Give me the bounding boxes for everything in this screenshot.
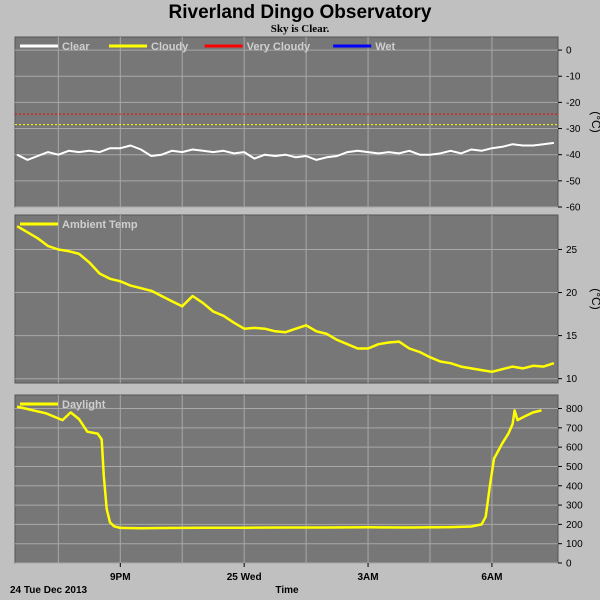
panel-ambient: 25 20 15 10 (°C) Ambient Temp [14,214,600,385]
y-tick-label: 600 [566,443,583,454]
page-title: Riverland Dingo Observatory [169,2,432,23]
y-axis-unit: (°C) [589,288,600,309]
x-axis-title: Time [275,585,299,596]
y-tick-label: 15 [566,331,578,342]
y-tick-label: -50 [566,176,581,187]
legend-label: Wet [375,41,395,53]
y-tick-label: -40 [566,150,581,161]
series-line [16,405,542,530]
page-subtitle: Sky is Clear. [271,23,330,35]
series-line [16,225,555,374]
legend-label: Clear [62,41,90,53]
y-tick-label: 0 [566,559,572,570]
y-tick-label: 0 [566,46,572,57]
y-tick-label: -60 [566,203,581,214]
y-tick-label: 300 [566,501,583,512]
y-tick-label: -30 [566,124,581,135]
panel-ambient-bg [14,214,559,384]
series-line [16,141,555,161]
x-tick-label: 9PM [110,572,131,583]
legend-label: Cloudy [151,41,189,53]
y-tick-label: 500 [566,462,583,473]
y-tick-label: 200 [566,520,583,531]
x-tick-label: 3AM [357,572,378,583]
y-tick-label: -20 [566,98,581,109]
panel-sky-bg [14,36,559,208]
y-tick-label: 100 [566,539,583,550]
date-label: 24 Tue Dec 2013 [10,585,88,596]
y-tick-label: 25 [566,245,578,256]
panel-daylight: 800 700 600 500 400 300 200 100 0 Daylight [14,394,583,570]
legend-label: Very Cloudy [247,41,311,53]
y-tick-label: 20 [566,288,578,299]
panels: 0 -10 -20 -30 -40 -50 -60 (°C) Clear Cloudy Very C… [14,36,600,570]
y-tick-label: 10 [566,374,578,385]
y-tick-label: 400 [566,481,583,492]
panel-daylight-bg [14,394,559,564]
panel-sky: 0 -10 -20 -30 -40 -50 -60 (°C) Clear Cloudy Very C… [14,36,600,214]
legend-label: Daylight [62,399,106,411]
y-tick-label: 700 [566,423,583,434]
x-axis: 9PM 25 Wed 3AM 6AM [110,563,502,583]
y-axis-unit: (°C) [589,111,600,132]
x-tick-label: 6AM [481,572,502,583]
legend-label: Ambient Temp [62,219,138,231]
y-tick-label: -10 [566,72,581,83]
x-tick-label: 25 Wed [227,572,262,583]
y-tick-label: 800 [566,404,583,415]
